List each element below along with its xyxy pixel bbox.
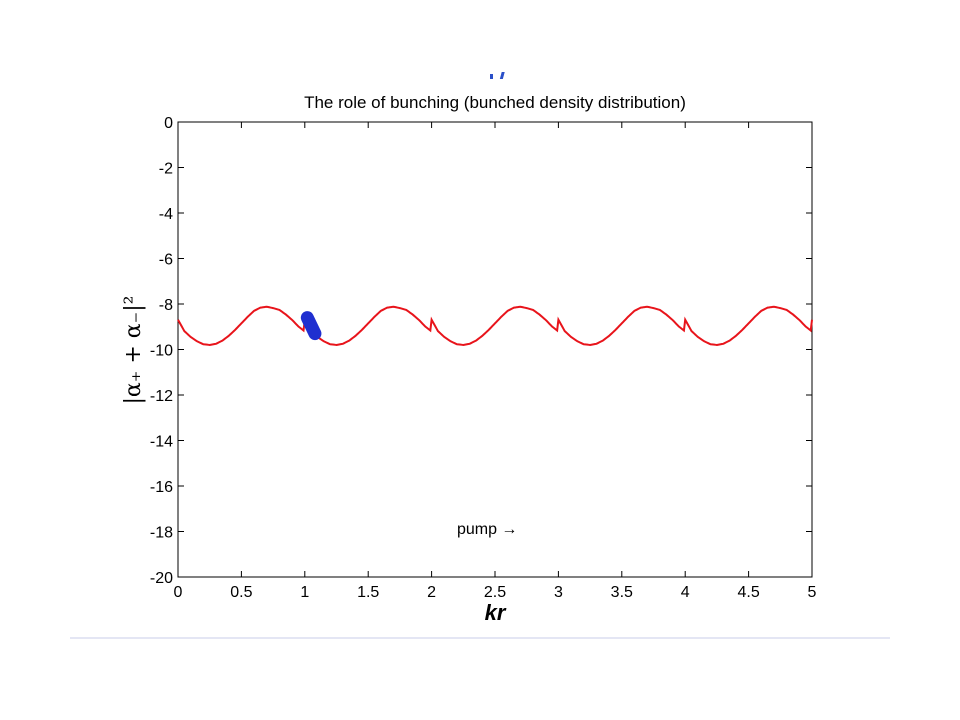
y-tick-label: 0	[164, 115, 173, 132]
x-tick-label: 0	[174, 584, 183, 601]
y-tick-label: -18	[150, 525, 173, 542]
y-tick-label: -8	[159, 297, 173, 314]
series-line-0	[177, 305, 813, 346]
chart-title: The role of bunching (bunched density di…	[304, 93, 686, 112]
x-tick-label: 2.5	[484, 584, 506, 601]
x-tick-label: 2	[427, 584, 436, 601]
series-layer	[177, 305, 813, 346]
x-tick-label: 5	[808, 584, 817, 601]
plot-frame	[177, 121, 813, 578]
x-tick-label: 0.5	[230, 584, 252, 601]
x-tick-label: 4	[681, 584, 690, 601]
y-tick-label: -16	[150, 479, 173, 496]
y-tick-label: -2	[159, 161, 173, 178]
pump-annotation: pump →	[457, 521, 517, 538]
x-axis: 0 0.5 1 1.5 2 2.5 3 3.5 4 4.5 5	[174, 122, 817, 601]
x-tick-label: 3.5	[611, 584, 633, 601]
x-tick-label: 3	[554, 584, 563, 601]
x-axis-label: kr	[485, 600, 507, 625]
y-tick-label: -6	[159, 252, 173, 269]
y-tick-label: -14	[150, 434, 173, 451]
y-tick-label: -20	[150, 570, 173, 587]
y-tick-label: -12	[150, 388, 173, 405]
y-tick-label: -10	[150, 343, 173, 360]
header-artifact	[490, 72, 505, 79]
y-tick-label: -4	[159, 206, 173, 223]
x-tick-label: 4.5	[737, 584, 759, 601]
y-axis-label: |α₊ + α₋|²	[121, 295, 146, 404]
x-tick-label: 1.5	[357, 584, 379, 601]
x-tick-label: 1	[300, 584, 309, 601]
bunch-marker	[300, 311, 322, 341]
y-axis: 0 -2 -4 -6 -8 -10 -12 -14 -16 -18 -20	[150, 115, 812, 587]
